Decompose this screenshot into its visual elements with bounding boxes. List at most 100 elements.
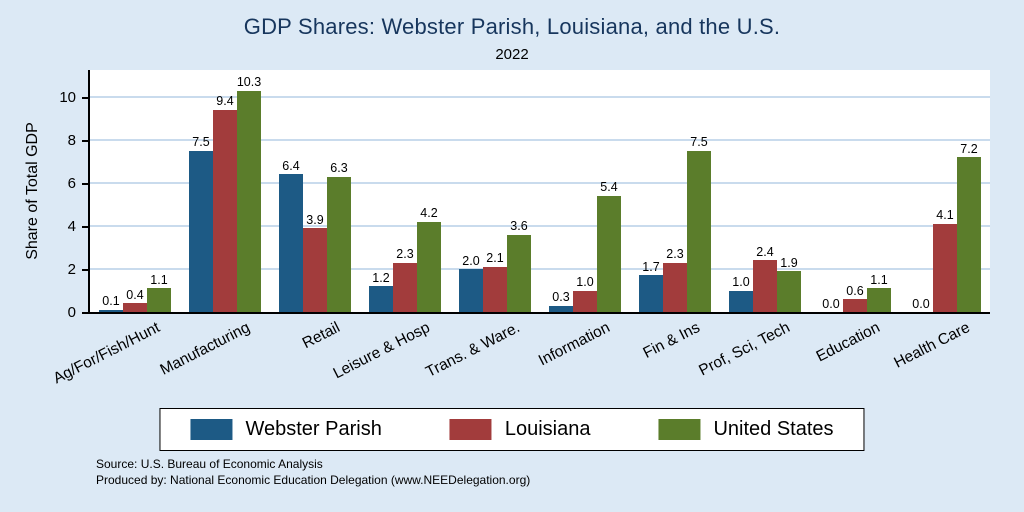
bar-value: 6.4 — [282, 158, 300, 173]
legend-item: Webster Parish — [190, 418, 382, 441]
legend-swatch — [449, 419, 492, 440]
ytick-mark — [82, 97, 88, 99]
bar — [597, 195, 621, 312]
bar — [123, 303, 147, 312]
bar-wrap: 1.1 — [147, 274, 171, 312]
ytick-mark — [82, 226, 88, 228]
bar-value: 6.3 — [330, 161, 348, 176]
bar — [777, 271, 801, 312]
bar-group: 0.3 1.0 5.4 — [540, 70, 630, 312]
bar-value: 1.7 — [642, 259, 660, 274]
gridline — [90, 182, 990, 184]
xtick-label: Manufacturing — [157, 319, 253, 379]
bar-value: 3.9 — [306, 212, 324, 227]
xtick-label: Ag/For/Fish/Hunt — [50, 319, 163, 388]
bar — [957, 157, 981, 312]
xtick-label: Trans. & Ware. — [423, 319, 523, 381]
xtick-label: Health Care — [891, 319, 973, 372]
bar — [237, 90, 261, 312]
bar-group: 1.2 2.3 4.2 — [360, 70, 450, 312]
bar-wrap: 3.6 — [507, 220, 531, 312]
bar-wrap: 0.0 — [909, 296, 933, 313]
bar-wrap: 6.4 — [279, 160, 303, 312]
bar — [549, 305, 573, 312]
ytick-mark — [82, 312, 88, 314]
bar-value: 1.1 — [870, 272, 888, 287]
legend-label: United States — [713, 418, 834, 440]
bar-value: 4.1 — [936, 208, 954, 223]
bar-value: 7.5 — [192, 135, 210, 150]
ytick-label: 10 — [59, 89, 76, 106]
bar-group: 1.0 2.4 1.9 — [720, 70, 810, 312]
gridline — [90, 268, 990, 270]
legend-label: Webster Parish — [245, 418, 382, 440]
bar-value: 7.5 — [690, 135, 708, 150]
bar — [687, 150, 711, 312]
bar-value: 0.4 — [126, 287, 144, 302]
ytick-label: 6 — [67, 175, 76, 192]
bar — [663, 262, 687, 312]
bar-wrap: 2.3 — [393, 248, 417, 312]
source-notes: Source: U.S. Bureau of Economic Analysis… — [96, 456, 530, 488]
bar — [369, 286, 393, 312]
bar-wrap: 10.3 — [237, 76, 261, 312]
bar-value: 10.3 — [236, 75, 262, 90]
bar-value: 0.1 — [102, 294, 120, 309]
bar-value: 9.4 — [216, 94, 234, 109]
bar-wrap: 1.7 — [639, 261, 663, 312]
bar — [573, 290, 597, 312]
bar-value: 2.0 — [462, 253, 480, 268]
bar-wrap: 0.0 — [819, 296, 843, 313]
legend-swatch — [658, 419, 701, 440]
bar-value: 5.4 — [600, 180, 618, 195]
bar-value: 1.2 — [372, 270, 390, 285]
xtick-label: Education — [813, 319, 883, 366]
produced-by-line: Produced by: National Economic Education… — [96, 473, 531, 488]
bar-value: 1.9 — [780, 255, 798, 270]
xtick-label: Prof, Sci, Tech — [696, 319, 793, 380]
bar — [933, 223, 957, 312]
bar-wrap: 7.2 — [957, 143, 981, 312]
bar-value: 0.0 — [822, 296, 840, 311]
bar-value: 4.2 — [420, 206, 438, 221]
bar-value: 2.3 — [666, 247, 684, 262]
legend: Webster Parish Louisiana United States — [159, 408, 865, 451]
bar-group: 2.0 2.1 3.6 — [450, 70, 540, 312]
bar-value: 0.3 — [552, 290, 570, 305]
bar — [303, 228, 327, 312]
bar-value: 1.1 — [150, 272, 168, 287]
bar-group: 0.1 0.4 1.1 — [90, 70, 180, 312]
bar-value: 0.0 — [912, 296, 930, 311]
bar — [867, 288, 891, 312]
bar — [393, 262, 417, 312]
legend-swatch — [190, 419, 233, 440]
bar-wrap: 3.9 — [303, 214, 327, 312]
bar-group: 1.7 2.3 7.5 — [630, 70, 720, 312]
bar-wrap: 1.1 — [867, 274, 891, 312]
bar-wrap: 1.0 — [573, 276, 597, 312]
chart-subtitle: 2022 — [495, 46, 529, 63]
ytick-label: 4 — [67, 218, 76, 235]
bar — [483, 266, 507, 312]
ytick-label: 8 — [67, 132, 76, 149]
gridline — [90, 96, 990, 98]
bar-wrap: 0.3 — [549, 291, 573, 312]
bar-wrap: 2.1 — [483, 252, 507, 312]
bar-group: 0.0 0.6 1.1 — [810, 70, 900, 312]
plot-area: 0.1 0.4 1.1 7.5 9.4 10.3 6.4 3.9 6.3 1.2 2.3 4.2 2.0… — [88, 70, 990, 314]
bar — [843, 299, 867, 312]
gridline — [90, 225, 990, 227]
bar — [327, 176, 351, 312]
bar-wrap: 9.4 — [213, 95, 237, 312]
source-line: Source: U.S. Bureau of Economic Analysis — [96, 457, 323, 471]
bar-wrap: 5.4 — [597, 181, 621, 312]
bar-value: 7.2 — [960, 141, 978, 156]
ytick-mark — [82, 269, 88, 271]
ytick-label: 2 — [67, 261, 76, 278]
bar-wrap: 0.6 — [843, 285, 867, 312]
bar — [753, 260, 777, 312]
legend-label: Louisiana — [504, 418, 591, 440]
bar — [99, 309, 123, 312]
